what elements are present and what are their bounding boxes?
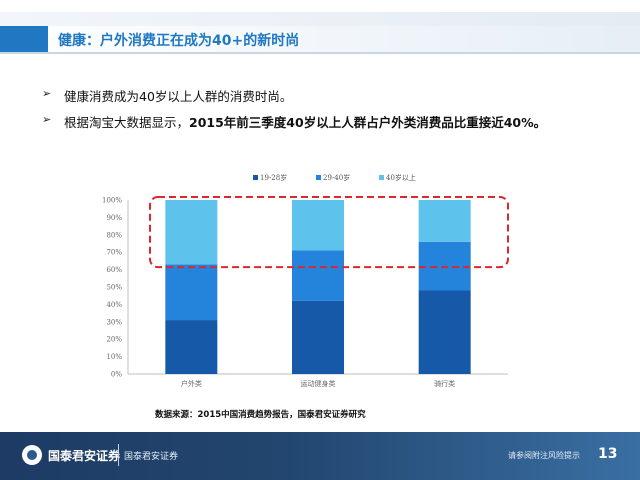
bar-segment (292, 300, 344, 374)
legend-swatch (316, 175, 321, 180)
bar-segment (418, 200, 471, 242)
chart-canvas: 19-28岁 29-40岁 40岁以上 0% 10% 20% 30% 40% 50% 60% 70%… (102, 173, 509, 388)
bullet-item: ➢ 根据淘宝大数据显示，2015年前三季度40岁以上人群占户外类消费品比重接近4… (42, 112, 632, 134)
company-logo-icon (22, 445, 42, 465)
bar-segment (165, 320, 218, 374)
y-tick-label: 0% (111, 371, 122, 379)
legend-swatch (253, 175, 258, 180)
x-category-label: 户外类 (181, 379, 202, 388)
x-category-label: 骑行类 (434, 379, 455, 388)
bullet-text: 健康消费成为40岁以上人群的消费时尚。 (64, 89, 293, 104)
y-tick-label: 80% (106, 231, 122, 239)
bullet-list: ➢ 健康消费成为40岁以上人群的消费时尚。 ➢ 根据淘宝大数据显示，2015年前… (42, 86, 632, 138)
y-tick-label: 20% (106, 336, 122, 344)
y-tick-label: 70% (106, 249, 122, 257)
footer-divider (118, 444, 119, 466)
y-tick-label: 60% (106, 266, 122, 274)
bullet-prefix: 根据淘宝大数据显示， (64, 115, 190, 130)
bullet-item: ➢ 健康消费成为40岁以上人群的消费时尚。 (42, 86, 632, 108)
legend-label: 19-28岁 (260, 173, 287, 182)
bullet-emphasis: 2015年前三季度40岁以上人群占户外类消费品比重接近40%。 (189, 115, 547, 130)
bar-segment (292, 200, 344, 251)
company-name: 国泰君安证券 (124, 452, 179, 462)
highlight-dashed-box (149, 196, 509, 269)
risk-disclaimer: 请参阅附注风险提示 (508, 451, 580, 460)
bullet-text: 根据淘宝大数据显示，2015年前三季度40岁以上人群占户外类消费品比重接近40%… (64, 112, 546, 131)
x-category-label: 运动健身类 (301, 379, 336, 388)
bar-segment (165, 200, 218, 265)
footer: 国泰君安证券 国泰君安证券 请参阅附注风险提示 13 (0, 432, 640, 480)
bar-segment (418, 290, 471, 374)
stacked-bar-chart: 19-28岁 29-40岁 40岁以上 0% 10% 20% 30% 40% 50% 60% 70%… (88, 170, 528, 400)
logo-text: 国泰君安证券 (48, 449, 121, 463)
y-tick-label: 100% (102, 197, 122, 205)
header-divider (0, 52, 640, 54)
legend-swatch (379, 175, 384, 180)
y-tick-label: 40% (106, 301, 122, 309)
y-tick-label: 50% (106, 284, 122, 292)
y-tick-label: 30% (106, 318, 122, 326)
y-tick-label: 10% (106, 353, 122, 361)
arrow-bullet-icon: ➢ (42, 87, 52, 100)
y-tick-label: 90% (106, 214, 122, 222)
bar-segment (292, 250, 344, 301)
page-title: 健康：户外消费正在成为40+的新时尚 (58, 33, 300, 49)
source-note: 数据来源：2015中国消费趋势报告，国泰君安证券研究 (155, 410, 366, 420)
bar-segment (165, 264, 218, 321)
arrow-bullet-icon: ➢ (42, 113, 52, 126)
page-number: 13 (598, 446, 618, 462)
bar-segment (418, 241, 471, 291)
legend-label: 29-40岁 (323, 173, 350, 182)
title-accent (0, 26, 48, 52)
legend-label: 40岁以上 (386, 173, 416, 182)
header: 健康：户外消费正在成为40+的新时尚 (0, 12, 640, 54)
title-bar (0, 26, 640, 52)
